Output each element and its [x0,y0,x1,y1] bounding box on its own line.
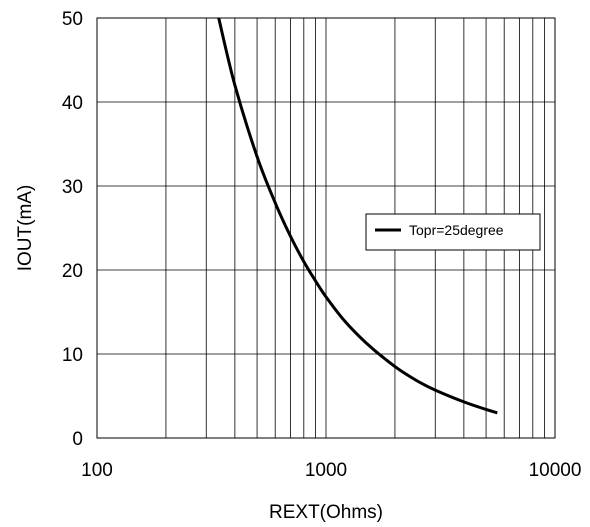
legend-box [365,213,541,251]
x-tick-label: 100 [81,460,113,481]
y-tick-label: 50 [62,9,83,30]
y-tick-label: 0 [72,429,83,450]
legend: Topr=25degree [365,213,541,251]
tick-labels: 0 10 20 30 40 50 100 1000 10000 [62,9,582,481]
y-tick-label: 10 [62,345,83,366]
plot-frame [96,17,556,439]
y-axis-title: IOUT(mA) [15,185,36,272]
y-tick-label: 40 [62,93,83,114]
x-tick-label: 10000 [529,460,582,481]
y-tick-label: 20 [62,261,83,282]
series-line [217,17,498,415]
x-tick-label: 1000 [305,460,347,481]
series-layer [217,17,498,415]
y-tick-label: 30 [62,177,83,198]
x-axis-title: REXT(Ohms) [269,502,383,523]
legend-label: Topr=25degree [409,222,504,238]
